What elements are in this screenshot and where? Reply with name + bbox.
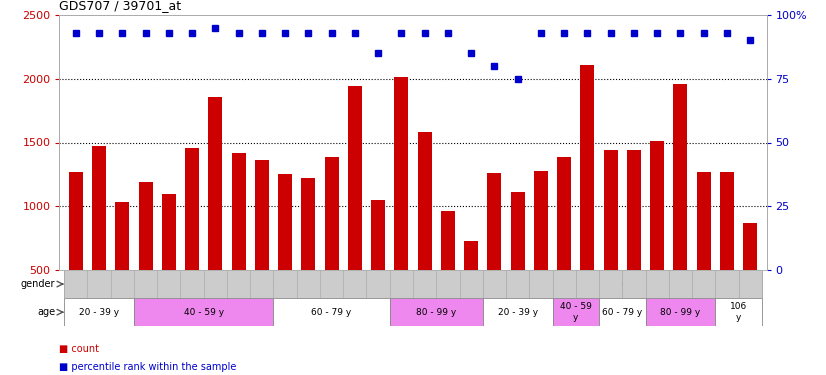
Bar <box>436 270 459 298</box>
Bar <box>743 223 757 270</box>
Bar <box>255 160 268 270</box>
Bar <box>278 174 292 270</box>
Bar <box>599 298 646 326</box>
Bar <box>413 270 436 298</box>
Bar <box>622 270 646 298</box>
Text: 20 - 39 y: 20 - 39 y <box>79 308 119 316</box>
Bar <box>390 298 482 326</box>
Bar <box>534 171 548 270</box>
Bar <box>204 270 227 298</box>
Bar <box>301 178 316 270</box>
Bar <box>273 270 297 298</box>
Bar <box>692 270 715 298</box>
Bar <box>180 270 204 298</box>
Bar <box>390 270 413 298</box>
Bar <box>482 270 506 298</box>
Bar <box>134 298 273 326</box>
Bar <box>64 298 134 326</box>
Bar <box>371 200 385 270</box>
Text: age: age <box>37 307 55 317</box>
Bar <box>394 78 408 270</box>
Bar <box>482 270 762 298</box>
Bar <box>64 270 88 298</box>
Bar <box>116 202 129 270</box>
Bar <box>646 298 715 326</box>
Text: male: male <box>259 279 287 289</box>
Text: 40 - 59 y: 40 - 59 y <box>183 308 224 316</box>
Bar <box>715 270 738 298</box>
Bar <box>459 270 482 298</box>
Bar <box>157 270 180 298</box>
Text: 80 - 99 y: 80 - 99 y <box>660 308 700 316</box>
Bar <box>604 150 618 270</box>
Bar <box>581 65 595 270</box>
Text: 40 - 59
y: 40 - 59 y <box>560 303 591 322</box>
Bar <box>344 270 367 298</box>
Text: female: female <box>603 279 642 289</box>
Bar <box>139 182 153 270</box>
Text: 20 - 39 y: 20 - 39 y <box>497 308 538 316</box>
Bar <box>231 153 245 270</box>
Bar <box>558 156 571 270</box>
Bar <box>367 270 390 298</box>
Bar <box>715 298 762 326</box>
Bar <box>348 86 362 270</box>
Bar <box>441 211 455 270</box>
Bar <box>297 270 320 298</box>
Text: ■ percentile rank within the sample: ■ percentile rank within the sample <box>59 363 237 372</box>
Bar <box>92 146 106 270</box>
Bar <box>553 270 576 298</box>
Bar <box>697 172 710 270</box>
Text: 60 - 79 y: 60 - 79 y <box>602 308 643 316</box>
Text: ■ count: ■ count <box>59 344 99 354</box>
Text: 60 - 79 y: 60 - 79 y <box>311 308 352 316</box>
Bar <box>720 172 734 270</box>
Text: GDS707 / 39701_at: GDS707 / 39701_at <box>59 0 182 12</box>
Bar <box>529 270 553 298</box>
Bar <box>738 270 762 298</box>
Bar <box>250 270 273 298</box>
Bar <box>227 270 250 298</box>
Bar <box>673 84 687 270</box>
Text: 106
y: 106 y <box>730 303 748 322</box>
Bar <box>208 97 222 270</box>
Bar <box>418 132 432 270</box>
Bar <box>627 150 641 270</box>
Bar <box>506 270 529 298</box>
Bar <box>599 270 622 298</box>
Bar <box>464 241 478 270</box>
Bar <box>320 270 344 298</box>
Bar <box>553 298 599 326</box>
Bar <box>669 270 692 298</box>
Bar <box>510 192 525 270</box>
Bar <box>111 270 134 298</box>
Bar <box>487 173 501 270</box>
Bar <box>69 172 83 270</box>
Bar <box>650 141 664 270</box>
Bar <box>482 298 553 326</box>
Bar <box>88 270 111 298</box>
Bar <box>325 156 339 270</box>
Bar <box>64 270 482 298</box>
Text: 80 - 99 y: 80 - 99 y <box>416 308 457 316</box>
Bar <box>134 270 157 298</box>
Bar <box>185 148 199 270</box>
Text: gender: gender <box>21 279 55 289</box>
Bar <box>646 270 669 298</box>
Bar <box>576 270 599 298</box>
Bar <box>273 298 390 326</box>
Bar <box>162 194 176 270</box>
